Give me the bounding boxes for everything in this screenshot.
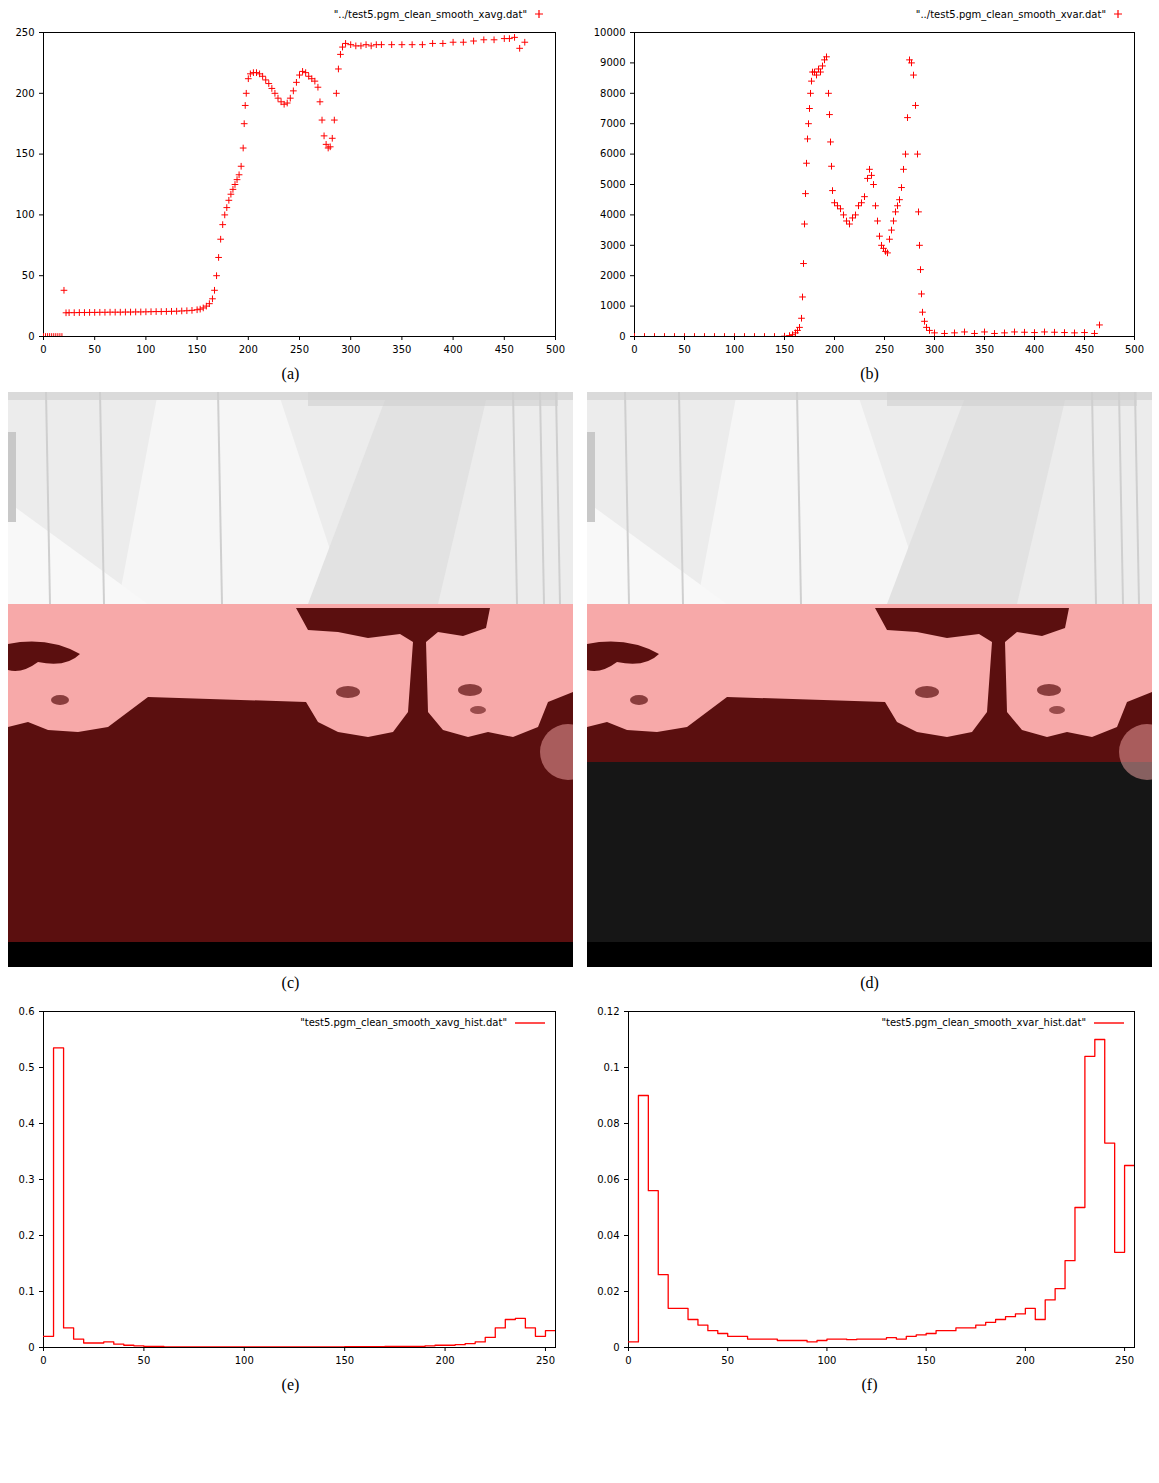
- svg-text:450: 450: [495, 344, 514, 355]
- svg-text:0.1: 0.1: [19, 1286, 35, 1297]
- html-text:(d): (d): [860, 974, 879, 991]
- svg-text:150: 150: [15, 148, 34, 159]
- svg-text:300: 300: [341, 344, 360, 355]
- svg-text:5000: 5000: [600, 179, 625, 190]
- svg-text:250: 250: [875, 344, 894, 355]
- svg-text:50: 50: [22, 270, 35, 281]
- html-text:(b): (b): [860, 365, 879, 382]
- html-text:"../test5.pgm_clean_smooth_xav: "../test5.pgm_clean_smooth_xavg.dat": [333, 8, 527, 20]
- svg-text:0: 0: [40, 344, 46, 355]
- svg-text:200: 200: [825, 344, 844, 355]
- svg-text:0.4: 0.4: [19, 1118, 35, 1129]
- svg-text:150: 150: [188, 344, 207, 355]
- svg-text:500: 500: [546, 344, 565, 355]
- svg-text:0.5: 0.5: [19, 1062, 35, 1073]
- svg-text:200: 200: [15, 88, 34, 99]
- svg-text:200: 200: [1016, 1355, 1035, 1366]
- svg-text:100: 100: [725, 344, 744, 355]
- svg-text:200: 200: [239, 344, 258, 355]
- svg-text:250: 250: [536, 1355, 555, 1366]
- svg-text:0.06: 0.06: [597, 1174, 619, 1185]
- svg-text:450: 450: [1075, 344, 1094, 355]
- svg-text:100: 100: [136, 344, 155, 355]
- svg-text:0.08: 0.08: [597, 1118, 619, 1129]
- svg-text:100: 100: [817, 1355, 836, 1366]
- svg-text:0.04: 0.04: [597, 1230, 619, 1241]
- html-text:(f): (f): [861, 1376, 878, 1393]
- svg-text:1000: 1000: [600, 300, 625, 311]
- svg-text:350: 350: [975, 344, 994, 355]
- html-text:(e): (e): [281, 1376, 300, 1393]
- svg-text:0: 0: [40, 1355, 46, 1366]
- svg-text:0.1: 0.1: [604, 1062, 620, 1073]
- svg-text:100: 100: [235, 1355, 254, 1366]
- svg-text:0: 0: [619, 331, 625, 342]
- svg-text:0.6: 0.6: [19, 1006, 35, 1017]
- svg-text:50: 50: [721, 1355, 734, 1366]
- svg-text:8000: 8000: [600, 88, 625, 99]
- svg-text:500: 500: [1125, 344, 1144, 355]
- html-text:"test5.pgm_clean_smooth_xvar_h: "test5.pgm_clean_smooth_xvar_hist.dat": [881, 1017, 1086, 1028]
- svg-text:0.2: 0.2: [19, 1230, 35, 1241]
- svg-text:200: 200: [436, 1355, 455, 1366]
- svg-text:3000: 3000: [600, 240, 625, 251]
- svg-text:0.12: 0.12: [597, 1006, 619, 1017]
- svg-text:0.02: 0.02: [597, 1286, 619, 1297]
- svg-text:50: 50: [678, 344, 691, 355]
- svg-text:9000: 9000: [600, 57, 625, 68]
- svg-text:350: 350: [392, 344, 411, 355]
- svg-text:0: 0: [613, 1342, 619, 1353]
- svg-text:400: 400: [444, 344, 463, 355]
- svg-text:300: 300: [925, 344, 944, 355]
- svg-text:7000: 7000: [600, 118, 625, 129]
- svg-text:50: 50: [88, 344, 101, 355]
- svg-text:150: 150: [775, 344, 794, 355]
- html-text:(a): (a): [281, 365, 300, 382]
- svg-text:250: 250: [290, 344, 309, 355]
- svg-text:150: 150: [917, 1355, 936, 1366]
- html-text:(c): (c): [281, 974, 300, 991]
- svg-text:0: 0: [631, 344, 637, 355]
- svg-text:400: 400: [1025, 344, 1044, 355]
- svg-text:0: 0: [625, 1355, 631, 1366]
- svg-text:250: 250: [15, 27, 34, 38]
- svg-text:250: 250: [1115, 1355, 1134, 1366]
- html-text:"test5.pgm_clean_smooth_xavg_h: "test5.pgm_clean_smooth_xavg_hist.dat": [300, 1017, 507, 1028]
- svg-text:0: 0: [28, 1342, 34, 1353]
- svg-text:0.3: 0.3: [19, 1174, 35, 1185]
- svg-text:2000: 2000: [600, 270, 625, 281]
- svg-text:6000: 6000: [600, 148, 625, 159]
- svg-text:50: 50: [138, 1355, 151, 1366]
- svg-text:150: 150: [335, 1355, 354, 1366]
- html-text:"../test5.pgm_clean_smooth_xva: "../test5.pgm_clean_smooth_xvar.dat": [915, 8, 1106, 20]
- svg-text:100: 100: [15, 209, 34, 220]
- svg-text:4000: 4000: [600, 209, 625, 220]
- svg-text:10000: 10000: [594, 27, 626, 38]
- svg-text:0: 0: [28, 331, 34, 342]
